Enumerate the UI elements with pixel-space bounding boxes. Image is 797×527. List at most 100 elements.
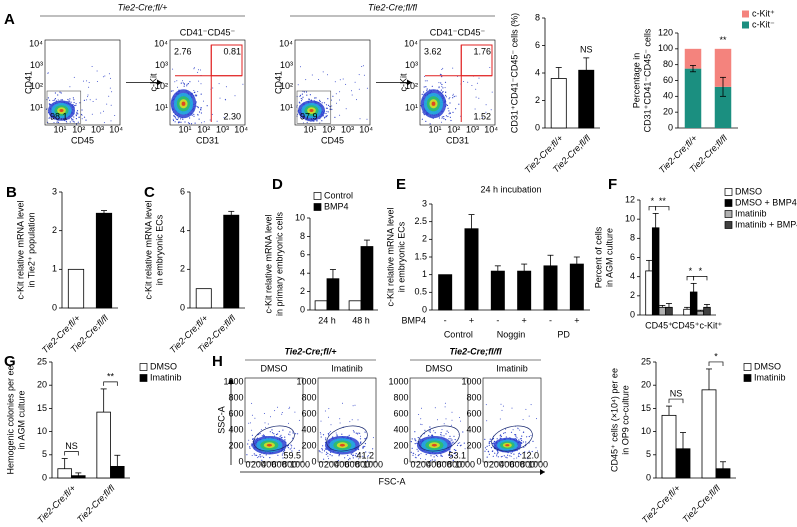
legend-label: BMP4 <box>324 201 349 211</box>
event-dot <box>57 121 60 123</box>
y-tick-label: 200 <box>466 440 481 450</box>
legend-label: Imatinib + BMP4 <box>735 219 797 229</box>
event-dot <box>504 432 506 434</box>
x-tick-label: CD45⁺ <box>645 320 673 330</box>
event-dot <box>308 98 310 100</box>
event-dot <box>421 407 422 409</box>
event-dot <box>496 453 498 455</box>
event-dot <box>445 94 447 96</box>
event-dot <box>421 118 423 120</box>
x-tick-label: 800 <box>355 459 370 469</box>
y-tick-label: 80 <box>663 59 673 69</box>
y-tick-label: 10 <box>37 426 47 436</box>
x-tick-label: 400 <box>261 459 276 469</box>
event-dot <box>478 77 480 79</box>
x-tick-label: 0 <box>483 459 488 469</box>
event-dot <box>516 437 518 439</box>
y-tick-label: 3 <box>52 186 57 196</box>
y-tick-label: 400 <box>393 424 408 434</box>
event-dot <box>197 113 199 115</box>
event-dot <box>69 100 71 102</box>
event-dot <box>452 97 454 99</box>
event-dot <box>327 104 330 106</box>
y-tick-label: 2 <box>52 225 57 235</box>
event-dot <box>191 114 193 116</box>
event-dot <box>255 438 257 440</box>
event-dot <box>451 419 453 421</box>
bracket <box>693 276 708 281</box>
event-dot <box>441 116 443 118</box>
event-dot <box>437 419 438 421</box>
event-dot <box>318 450 320 452</box>
event-dot <box>420 418 422 420</box>
plot-frame <box>409 377 469 463</box>
bar <box>658 306 667 316</box>
annotation: NS <box>65 441 78 451</box>
event-dot <box>320 433 322 435</box>
event-dot <box>366 87 368 89</box>
event-dot <box>324 116 326 118</box>
event-dot <box>531 450 533 453</box>
event-dot <box>102 76 104 78</box>
event-dot <box>512 429 514 431</box>
gate-value: 53.1 <box>448 450 466 460</box>
group-label: Control <box>444 329 473 339</box>
event-dot <box>439 73 441 75</box>
y-axis-label: c-Kit relative mRNA level <box>143 200 153 299</box>
event-dot <box>412 454 414 456</box>
y-tick-label: 100 <box>658 43 673 53</box>
event-dot <box>418 454 420 456</box>
event-dot <box>194 122 196 124</box>
event-dot <box>177 122 180 124</box>
event-dot <box>48 103 51 105</box>
event-dot <box>336 434 338 436</box>
event-dot <box>263 413 265 414</box>
event-dot <box>253 453 255 455</box>
event-dot <box>429 431 431 433</box>
event-dot <box>288 408 290 409</box>
event-dot <box>325 453 327 455</box>
event-dot <box>335 432 337 434</box>
event-dot <box>173 115 175 117</box>
event-dot <box>347 454 349 456</box>
event-dot <box>91 66 93 67</box>
event-dot <box>251 455 253 456</box>
event-dot <box>421 93 423 95</box>
event-dot <box>200 69 201 71</box>
event-dot <box>337 459 339 462</box>
event-dot <box>52 99 54 102</box>
y-tick-label: 400 <box>466 424 481 434</box>
event-dot <box>459 417 460 418</box>
event-dot <box>316 120 318 122</box>
event-dot <box>363 74 365 76</box>
event-dot <box>174 81 176 83</box>
event-dot <box>449 102 451 104</box>
x-tick-label: 200 <box>489 459 504 469</box>
event-dot <box>183 85 185 87</box>
event-dot <box>73 101 75 104</box>
event-dot <box>450 424 452 426</box>
event-dot <box>448 110 450 112</box>
event-dot <box>246 454 248 456</box>
event-dot <box>106 103 108 105</box>
event-dot <box>486 445 488 447</box>
y-tick-label: 0 <box>403 456 408 466</box>
event-dot <box>454 453 456 455</box>
event-dot <box>325 112 327 115</box>
panel-label: H <box>212 353 223 370</box>
y-tick-label: 2 <box>422 234 427 244</box>
event-dot <box>179 121 181 123</box>
event-dot <box>515 435 517 437</box>
x-tick-label: 1000 <box>528 459 548 469</box>
bar <box>651 227 660 316</box>
event-dot <box>325 115 327 117</box>
event-dot <box>110 104 112 106</box>
legend-label: Imatinib <box>735 208 767 218</box>
event-dot <box>362 447 364 449</box>
event-dot <box>219 97 221 99</box>
y-tick-label: 10² <box>155 81 168 91</box>
event-dot <box>56 122 58 124</box>
bar <box>550 78 567 129</box>
event-dot <box>339 422 341 424</box>
